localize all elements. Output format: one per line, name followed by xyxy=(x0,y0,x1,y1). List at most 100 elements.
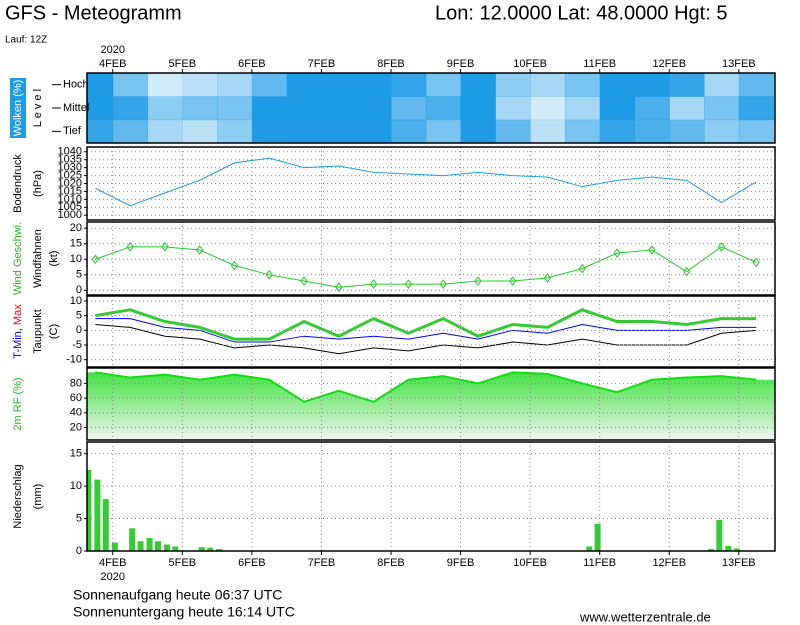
cloud-cell xyxy=(738,119,775,144)
cloud-cell xyxy=(321,119,357,144)
bar xyxy=(716,519,723,551)
y-axis-label-part: T-Min, xyxy=(12,325,24,359)
y-axis-label: (mm) xyxy=(32,484,44,510)
y-tick-label: 40 xyxy=(70,407,82,419)
cloud-cell xyxy=(460,96,496,121)
marker xyxy=(717,242,726,252)
cloud-cell xyxy=(495,73,531,97)
cloud-cell xyxy=(564,73,601,97)
panel-frame xyxy=(86,295,776,368)
cloud-cell xyxy=(634,96,670,121)
cloud-cell xyxy=(669,96,705,121)
cloud-cell xyxy=(356,73,392,97)
bar xyxy=(154,541,161,551)
cloud-cell xyxy=(634,73,670,97)
marker xyxy=(161,242,169,252)
area-fill xyxy=(87,372,775,440)
cloud-cell xyxy=(738,96,775,121)
marker xyxy=(404,279,413,289)
cloud-cell xyxy=(286,73,322,97)
plot-area xyxy=(87,73,775,551)
marker xyxy=(126,242,134,252)
y-axis-label-part: Wind Geschwi. xyxy=(12,222,24,295)
cloud-cell xyxy=(634,119,670,144)
sunset: Sonnenuntergang heute 16:14 UTC xyxy=(73,604,295,620)
x-tick-label: 10FEB xyxy=(513,58,547,70)
y-axis-label: Niederschlag xyxy=(12,464,24,528)
cloud-cell xyxy=(460,119,496,144)
year: 2020 xyxy=(100,571,124,583)
y-tick-label: 10 xyxy=(70,295,82,307)
level-label: Tief xyxy=(63,125,82,137)
cloud-cell xyxy=(564,119,601,144)
marker xyxy=(335,282,343,293)
y-tick-label: 1005 xyxy=(58,201,82,213)
cloud-cell xyxy=(356,96,392,121)
cloud-cell xyxy=(704,119,740,144)
source: www.wetterzentrale.de xyxy=(579,609,711,624)
x-tick-label: 8FEB xyxy=(377,58,405,70)
cloud-cell xyxy=(738,73,775,97)
cloud-cell xyxy=(669,73,705,97)
cloud-cell xyxy=(251,96,288,121)
y-tick-label: 1040 xyxy=(58,146,82,158)
y-tick-label: 1020 xyxy=(58,177,82,189)
cloud-cell xyxy=(425,96,462,121)
cloud-cell xyxy=(495,119,531,144)
bar xyxy=(725,545,732,551)
bar xyxy=(198,547,205,551)
panel-frame xyxy=(86,146,776,221)
marker xyxy=(265,269,273,280)
bar xyxy=(594,523,601,551)
bar xyxy=(129,528,136,551)
y-tick-label: 1025 xyxy=(58,169,82,181)
cloud-cell xyxy=(87,96,114,121)
cloud-cell xyxy=(182,96,218,121)
y-axis-label-part: (hPa) xyxy=(32,170,44,197)
cloud-cell xyxy=(495,96,531,121)
cloud-cell xyxy=(182,73,218,97)
marker xyxy=(613,248,621,258)
y-axis-label: L e v e l xyxy=(32,89,44,127)
y-axis-label-part: (mm) xyxy=(32,484,44,510)
panel-frame xyxy=(86,72,776,144)
cloud-cell xyxy=(217,73,253,97)
marker xyxy=(91,254,99,265)
x-tick-label: 8FEB xyxy=(377,557,405,569)
y-tick-label: 1000 xyxy=(58,209,82,221)
cloud-cell xyxy=(599,119,635,144)
x-tick-label: 13FEB xyxy=(722,557,756,569)
cloud-cell xyxy=(251,73,288,97)
cloud-cell xyxy=(704,96,740,121)
cloud-cell xyxy=(217,119,253,144)
x-tick-label: 10FEB xyxy=(513,557,547,569)
cloud-cell xyxy=(321,73,357,97)
cloud-cell xyxy=(321,96,357,121)
y-axis-label-part: (kt) xyxy=(48,251,60,267)
panel-frame xyxy=(86,441,776,552)
y-axis-label: Bodendruck xyxy=(12,154,24,213)
cloud-cell xyxy=(147,119,183,144)
marker xyxy=(439,279,447,289)
panel-frame xyxy=(86,367,776,441)
series-line xyxy=(95,157,757,207)
y-tick-label: 0 xyxy=(76,324,82,336)
cloud-cell xyxy=(147,96,183,121)
level-label: Mittel xyxy=(63,102,89,114)
marker xyxy=(752,257,760,268)
x-tick-label: 7FEB xyxy=(308,58,336,70)
y-tick-label: 15 xyxy=(70,448,82,460)
title: GFS - Meteogramm xyxy=(5,2,182,24)
location: Lon: 12.0000 Lat: 48.0000 Hgt: 5 xyxy=(435,2,727,24)
y-tick-label: -5 xyxy=(72,339,82,351)
y-axis-label: T-Min, Max xyxy=(12,304,24,359)
bar xyxy=(207,547,214,551)
marker xyxy=(369,279,378,289)
y-tick-label: 60 xyxy=(70,392,82,404)
y-axis-label-part: Windfahnen xyxy=(32,229,44,288)
marker xyxy=(578,263,586,274)
x-tick-label: 4FEB xyxy=(99,557,127,569)
series-line xyxy=(95,318,757,343)
cloud-cell xyxy=(147,73,183,97)
